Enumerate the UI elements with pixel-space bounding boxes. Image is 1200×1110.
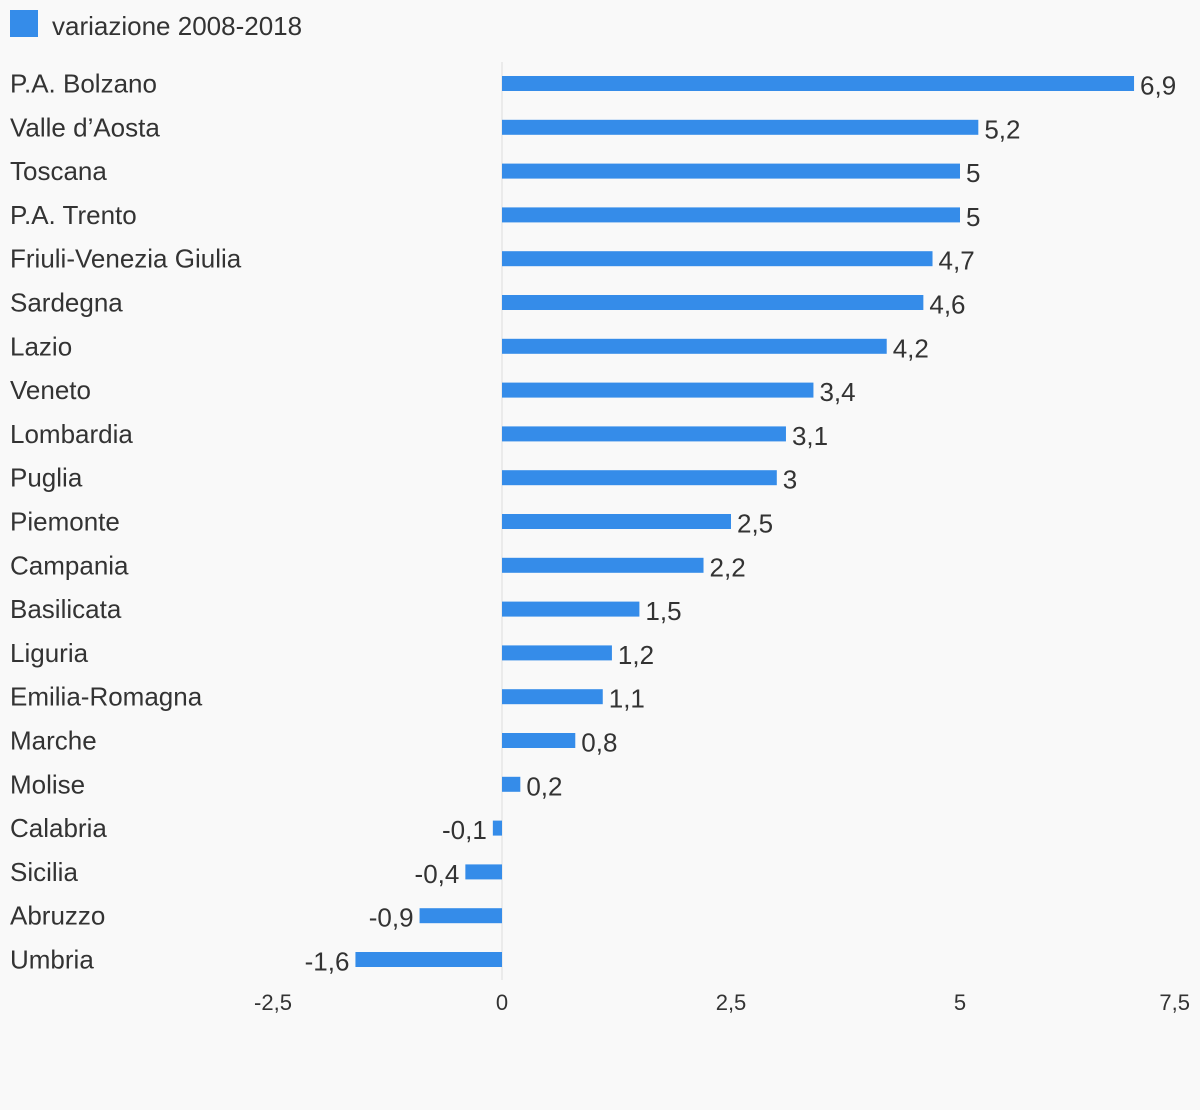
value-label-p-a-bolzano: 6,9 — [1140, 71, 1176, 101]
category-label-toscana: Toscana — [10, 156, 107, 186]
bar-p-a-bolzano — [502, 76, 1135, 91]
legend: variazione 2008-2018 — [10, 10, 302, 41]
bar-marche — [502, 733, 576, 748]
value-label-sicilia: -0,4 — [415, 859, 460, 889]
value-label-toscana: 5 — [966, 158, 980, 188]
bar-p-a-trento — [502, 207, 960, 223]
bar-sardegna — [502, 295, 924, 310]
category-label-veneto: Veneto — [10, 375, 91, 405]
category-label-puglia: Puglia — [10, 463, 83, 493]
value-label-sardegna: 4,6 — [929, 290, 965, 320]
value-label-calabria: -0,1 — [442, 815, 487, 845]
x-tick-label: 2,5 — [716, 990, 747, 1015]
bar-piemonte — [502, 514, 731, 529]
value-label-lombardia: 3,1 — [792, 421, 828, 451]
x-tick-label: 0 — [496, 990, 508, 1015]
category-label-valle-d-aosta: Valle d’Aosta — [10, 112, 160, 142]
x-tick-label: 7,5 — [1159, 990, 1190, 1015]
category-label-liguria: Liguria — [10, 638, 89, 668]
category-labels: P.A. Bolzano Valle d’Aosta Toscana P.A. Tre… — [10, 69, 242, 975]
category-label-marche: Marche — [10, 726, 97, 756]
bar-campania — [502, 557, 704, 573]
value-label-abruzzo: -0,9 — [369, 903, 414, 933]
category-label-p-a-trento: P.A. Trento — [10, 200, 137, 230]
value-label-umbria: -1,6 — [305, 947, 350, 977]
category-label-piemonte: Piemonte — [10, 507, 120, 537]
x-axis-ticks: -2,5 0 2,5 5 7,5 — [254, 990, 1190, 1015]
bar-puglia — [502, 470, 777, 486]
bar-sicilia — [465, 864, 502, 880]
value-label-valle-d-aosta: 5,2 — [984, 114, 1020, 144]
bar-veneto — [502, 382, 814, 398]
category-label-lombardia: Lombardia — [10, 419, 133, 449]
bar-abruzzo — [419, 908, 502, 924]
category-label-umbria: Umbria — [10, 945, 94, 975]
value-labels: 6,95,2554,74,64,23,43,132,52,21,51,21,10… — [305, 71, 1177, 977]
category-label-sicilia: Sicilia — [10, 857, 78, 887]
category-label-friuli-venezia-giulia: Friuli-Venezia Giulia — [10, 244, 242, 274]
x-tick-label: -2,5 — [254, 990, 292, 1015]
value-label-puglia: 3 — [783, 465, 797, 495]
bar-friuli-venezia-giulia — [502, 251, 933, 267]
bar-toscana — [502, 163, 960, 179]
category-label-abruzzo: Abruzzo — [10, 901, 105, 931]
category-label-molise: Molise — [10, 769, 85, 799]
x-tick-label: 5 — [954, 990, 966, 1015]
category-label-basilicata: Basilicata — [10, 594, 122, 624]
value-label-liguria: 1,2 — [618, 640, 654, 670]
bar-emilia-romagna — [502, 689, 603, 705]
value-label-basilicata: 1,5 — [645, 596, 681, 626]
bar-calabria — [492, 820, 502, 836]
category-label-lazio: Lazio — [10, 331, 72, 361]
category-label-campania: Campania — [10, 550, 129, 580]
value-label-veneto: 3,4 — [819, 377, 855, 407]
value-label-emilia-romagna: 1,1 — [609, 684, 645, 714]
category-label-sardegna: Sardegna — [10, 288, 123, 318]
bar-basilicata — [502, 601, 640, 617]
value-label-molise: 0,2 — [526, 771, 562, 801]
bar-lazio — [502, 338, 887, 354]
value-label-p-a-trento: 5 — [966, 202, 980, 232]
value-label-piemonte: 2,5 — [737, 509, 773, 539]
value-label-campania: 2,2 — [710, 552, 746, 582]
value-label-marche: 0,8 — [581, 728, 617, 758]
value-label-friuli-venezia-giulia: 4,7 — [939, 246, 975, 276]
category-label-emilia-romagna: Emilia-Romagna — [10, 682, 203, 712]
legend-swatch — [10, 10, 38, 37]
bar-lombardia — [502, 426, 786, 442]
category-label-p-a-bolzano: P.A. Bolzano — [10, 69, 157, 99]
legend-label: variazione 2008-2018 — [52, 11, 302, 41]
bar-molise — [502, 776, 521, 792]
bar-umbria — [355, 952, 502, 967]
bar-valle-d-aosta — [502, 119, 979, 135]
bars-group — [355, 76, 1135, 967]
value-label-lazio: 4,2 — [893, 333, 929, 363]
category-label-calabria: Calabria — [10, 813, 107, 843]
bar-liguria — [502, 645, 612, 661]
